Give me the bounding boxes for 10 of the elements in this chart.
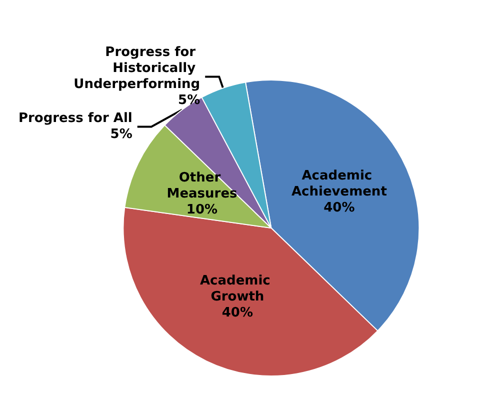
slice-label: Academic Achievement bbox=[291, 168, 387, 200]
slice-label: Progress for Historically Underperforming bbox=[74, 45, 200, 92]
slice-label: Academic Growth bbox=[200, 274, 275, 305]
data-label: 40% bbox=[222, 306, 254, 321]
data-label: 5% bbox=[110, 127, 132, 142]
data-label: 5% bbox=[178, 93, 200, 108]
data-label: 40% bbox=[324, 200, 355, 216]
slice-label: Other Measures bbox=[166, 170, 238, 202]
slice-label: Progress for All bbox=[18, 111, 132, 126]
data-label: 10% bbox=[186, 202, 218, 218]
